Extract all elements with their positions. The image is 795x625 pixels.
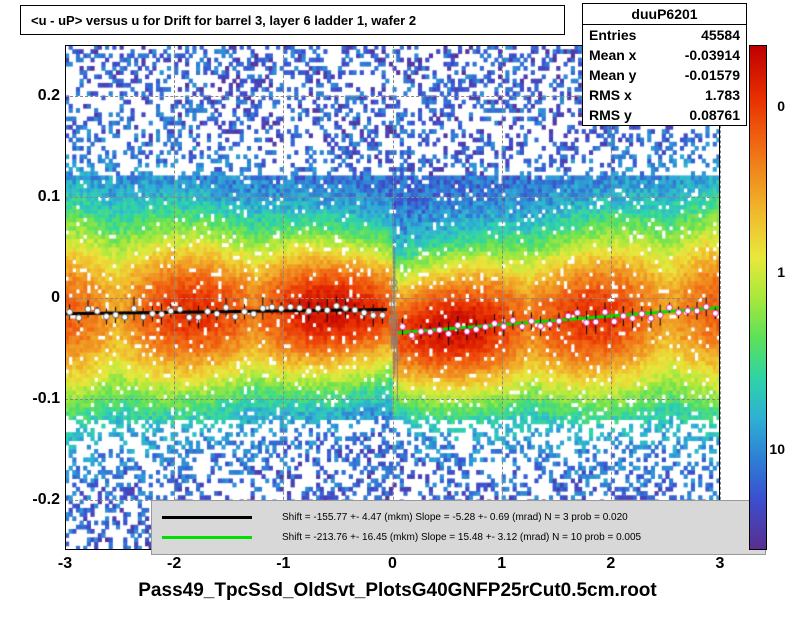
- plot-title: <u - uP> versus u for Drift for barrel 3…: [31, 13, 416, 28]
- stats-meanx-label: Mean x: [589, 47, 636, 63]
- stats-meany-value: -0.01579: [685, 67, 740, 83]
- stats-rmsy-value: 0.08761: [689, 107, 740, 123]
- y-tick-label: 0.2: [38, 87, 60, 105]
- legend-text-1: Shift = -155.77 +- 4.47 (mkm) Slope = -5…: [282, 512, 628, 523]
- stats-rmsx-label: RMS x: [589, 87, 632, 103]
- y-tick-label: 0: [51, 289, 60, 307]
- y-tick-label: -0.1: [32, 390, 60, 408]
- legend-text-2: Shift = -213.76 +- 16.45 (mkm) Slope = 1…: [282, 532, 641, 543]
- stats-rmsy-row: RMS y 0.08761: [583, 105, 746, 125]
- plot-title-box: <u - uP> versus u for Drift for barrel 3…: [20, 5, 565, 35]
- stats-rmsy-label: RMS y: [589, 107, 632, 123]
- x-tick-label: -3: [58, 555, 72, 573]
- y-tick-label: -0.2: [32, 491, 60, 509]
- colorbar-tick-label: 1: [777, 264, 785, 280]
- stats-box: duuP6201 Entries 45584 Mean x -0.03914 M…: [582, 3, 747, 126]
- x-tick-label: 2: [606, 555, 615, 573]
- chart-container: <u - uP> versus u for Drift for barrel 3…: [0, 0, 795, 625]
- stats-entries-label: Entries: [589, 27, 636, 43]
- colorbar-canvas: [750, 46, 766, 549]
- stats-entries-value: 45584: [701, 27, 740, 43]
- stats-meanx-value: -0.03914: [685, 47, 740, 63]
- legend-swatch-green: [162, 536, 252, 539]
- legend-row-2: Shift = -213.76 +- 16.45 (mkm) Slope = 1…: [162, 527, 755, 547]
- stats-meanx-row: Mean x -0.03914: [583, 45, 746, 65]
- legend-row-1: Shift = -155.77 +- 4.47 (mkm) Slope = -5…: [162, 507, 755, 527]
- x-axis-label: Pass49_TpcSsd_OldSvt_PlotsG40GNFP25rCut0…: [138, 580, 656, 602]
- stats-rmsx-row: RMS x 1.783: [583, 85, 746, 105]
- legend-swatch-black: [162, 516, 252, 519]
- x-tick-label: 1: [497, 555, 506, 573]
- stats-meany-label: Mean y: [589, 67, 636, 83]
- x-tick-label: 3: [716, 555, 725, 573]
- stats-entries-row: Entries 45584: [583, 25, 746, 45]
- colorbar-tick-label: 10: [769, 441, 785, 457]
- x-tick-label: -1: [276, 555, 290, 573]
- fit-legend: Shift = -155.77 +- 4.47 (mkm) Slope = -5…: [151, 500, 766, 555]
- x-tick-label: -2: [167, 555, 181, 573]
- y-tick-label: 0.1: [38, 188, 60, 206]
- colorbar-tick-label: 0: [777, 98, 785, 114]
- stats-name: duuP6201: [583, 4, 746, 25]
- stats-rmsx-value: 1.783: [705, 87, 740, 103]
- x-tick-label: 0: [388, 555, 397, 573]
- colorbar: [749, 45, 767, 550]
- stats-meany-row: Mean y -0.01579: [583, 65, 746, 85]
